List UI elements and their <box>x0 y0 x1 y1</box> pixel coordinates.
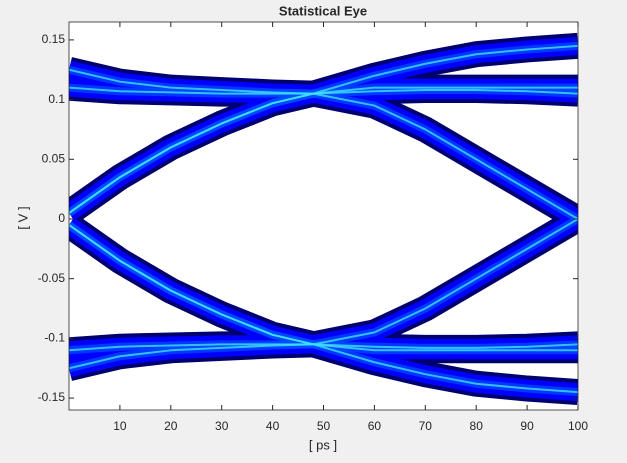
y-tick-label: 0.05 <box>42 151 66 165</box>
eye-trace <box>69 224 578 352</box>
y-tick-label: 0 <box>58 211 65 225</box>
x-tick-label: 10 <box>113 419 127 433</box>
y-tick-label: 0.15 <box>42 32 66 46</box>
x-axis-label: [ ps ] <box>309 437 337 452</box>
x-tick-label: 50 <box>317 419 331 433</box>
x-tick-label: 70 <box>419 419 433 433</box>
y-tick-label: -0.05 <box>38 271 66 285</box>
x-tick-label: 20 <box>164 419 178 433</box>
y-tick-label: -0.1 <box>44 331 65 345</box>
x-tick-label: 80 <box>470 419 484 433</box>
x-tick-label: 100 <box>568 419 588 433</box>
y-tick-label: 0.1 <box>48 92 65 106</box>
chart-title: Statistical Eye <box>279 3 367 18</box>
x-tick-label: 60 <box>368 419 382 433</box>
y-tick-label: -0.15 <box>38 390 66 404</box>
eye-trace <box>69 86 578 214</box>
x-tick-label: 30 <box>215 419 229 433</box>
y-axis-label: [ V ] <box>15 206 30 229</box>
x-tick-label: 90 <box>520 419 534 433</box>
traces <box>69 32 578 406</box>
x-tick-label: 40 <box>266 419 280 433</box>
